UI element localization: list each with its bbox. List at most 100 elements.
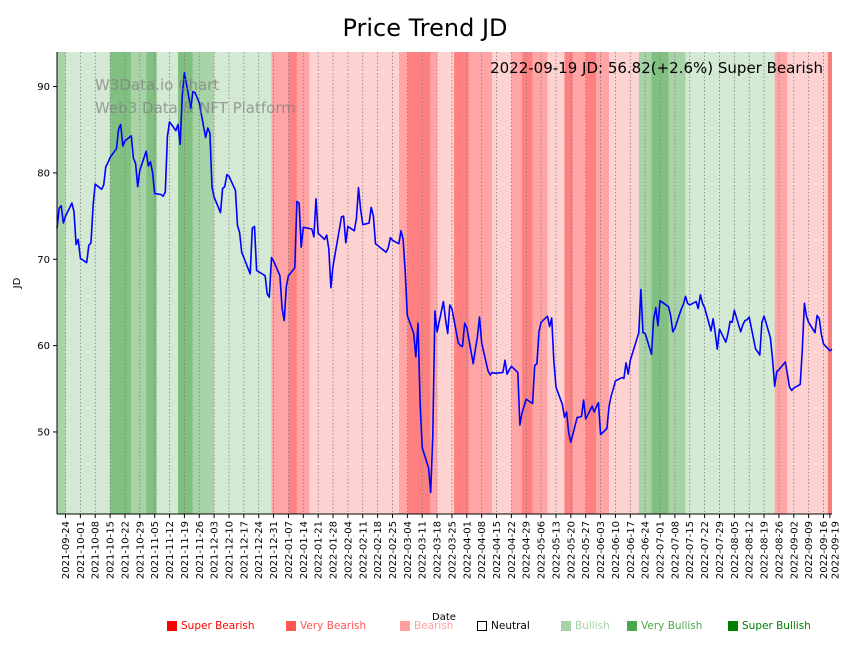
x-tick-label: 2022-04-08 — [477, 521, 488, 579]
vertical-gridlines — [65, 52, 831, 514]
legend-item-super-bullish: Super Bullish — [728, 620, 811, 632]
legend-label: Bullish — [575, 620, 610, 632]
sentiment-band — [192, 52, 215, 514]
x-tick-label: 2022-06-10 — [611, 521, 622, 579]
legend-swatch — [286, 621, 296, 631]
x-tick-label: 2021-10-29 — [135, 521, 146, 579]
y-tick-label: 80 — [37, 168, 50, 179]
latest-price-annotation: 2022-09-19 JD: 56.82(+2.6%) Super Bearis… — [490, 59, 823, 77]
sentiment-band — [430, 52, 438, 514]
x-tick-label: 2022-01-28 — [329, 521, 340, 579]
x-tick-label: 2021-11-05 — [150, 521, 161, 579]
x-tick-label: 2022-08-12 — [745, 521, 756, 579]
y-tick-label: 90 — [37, 82, 50, 93]
sentiment-band — [437, 52, 455, 514]
x-tick-label: 2022-05-06 — [537, 521, 548, 579]
x-tick-label: 2022-07-08 — [670, 521, 681, 579]
sentiment-band — [585, 52, 597, 514]
legend-item-bearish: Bearish — [400, 620, 453, 632]
x-tick-label: 2022-09-19 — [831, 521, 842, 579]
x-tick-label: 2022-07-15 — [685, 521, 696, 579]
legend-swatch — [728, 621, 738, 631]
x-tick-label: 2021-12-31 — [269, 521, 280, 579]
y-axis-ticks: 50 60 70 80 90 — [37, 82, 57, 438]
watermark: W3Data.io Chart Web3 Data & NFT Platform — [95, 76, 296, 117]
axes — [56, 52, 832, 515]
x-axis-ticks: 2021-09-24 2021-10-01 2021-10-08 2021-10-15… — [61, 514, 842, 579]
legend-label: Neutral — [491, 620, 530, 632]
legend-label: Super Bullish — [742, 620, 811, 632]
sentiment-band — [685, 52, 775, 514]
x-tick-label: 2021-10-01 — [76, 521, 87, 579]
sentiment-band — [492, 52, 512, 514]
sentiment-band — [156, 52, 179, 514]
x-tick-label: 2021-12-03 — [210, 521, 221, 579]
sentiment-band — [146, 52, 157, 514]
x-tick-label: 2022-05-27 — [581, 521, 592, 579]
sentiment-band — [532, 52, 548, 514]
x-tick-label: 2022-04-22 — [507, 521, 518, 579]
x-tick-label: 2022-08-05 — [730, 521, 741, 579]
x-tick-label: 2022-04-01 — [462, 521, 473, 579]
sentiment-band — [57, 52, 66, 514]
sentiment-band — [214, 52, 272, 514]
sentiment-band — [511, 52, 522, 514]
x-tick-label: 2022-08-26 — [774, 521, 785, 579]
x-tick-label: 2022-02-11 — [358, 521, 369, 579]
x-tick-label: 2022-08-19 — [760, 521, 771, 579]
legend-swatch — [561, 621, 571, 631]
sentiment-band — [774, 52, 788, 514]
sentiment-bands — [57, 52, 832, 514]
legend-item-neutral: Neutral — [477, 620, 530, 632]
x-tick-label: 2022-02-18 — [373, 521, 384, 579]
x-tick-label: 2021-10-22 — [120, 521, 131, 579]
sentiment-band — [65, 52, 111, 514]
x-tick-label: 2022-01-07 — [284, 521, 295, 579]
y-tick-label: 60 — [37, 341, 50, 352]
legend-item-bullish: Bullish — [561, 620, 610, 632]
y-tick-label: 50 — [37, 427, 50, 438]
watermark-line-1: W3Data.io Chart — [95, 76, 219, 94]
x-tick-label: 2022-01-21 — [314, 521, 325, 579]
x-tick-label: 2022-04-15 — [492, 521, 503, 579]
x-tick-label: 2022-06-24 — [641, 521, 652, 579]
x-tick-label: 2021-11-12 — [165, 521, 176, 579]
x-tick-label: 2022-07-01 — [656, 521, 667, 579]
sentiment-band — [609, 52, 639, 514]
legend-label: Bearish — [414, 620, 454, 632]
x-axis-label: Date — [432, 612, 456, 623]
sentiment-band — [398, 52, 408, 514]
watermark-line-2: Web3 Data & NFT Platform — [95, 99, 296, 117]
legend-item-very-bullish: Very Bullish — [627, 620, 702, 632]
sentiment-band — [131, 52, 147, 514]
sentiment-band — [454, 52, 469, 514]
x-tick-label: 2022-03-18 — [433, 521, 444, 579]
x-tick-label: 2022-09-09 — [804, 521, 815, 579]
sentiment-band — [407, 52, 431, 514]
sentiment-band — [564, 52, 573, 514]
x-tick-label: 2022-06-03 — [596, 521, 607, 579]
legend: Super Bearish Very Bearish Bearish Neutr… — [0, 620, 851, 638]
sentiment-band — [468, 52, 493, 514]
y-axis-label: JD — [12, 277, 23, 289]
price-line — [56, 71, 833, 494]
sentiment-band — [572, 52, 586, 514]
legend-label: Super Bearish — [181, 620, 255, 632]
sentiment-band — [651, 52, 661, 514]
x-tick-label: 2022-02-04 — [343, 521, 354, 579]
x-tick-label: 2022-05-13 — [552, 521, 563, 579]
sentiment-band — [288, 52, 297, 514]
legend-label: Very Bullish — [641, 620, 703, 632]
x-tick-label: 2022-04-29 — [522, 521, 533, 579]
x-tick-label: 2022-02-25 — [388, 521, 399, 579]
x-tick-label: 2021-12-10 — [225, 521, 236, 579]
x-tick-label: 2021-11-19 — [180, 521, 191, 579]
sentiment-band — [668, 52, 686, 514]
legend-swatch — [627, 621, 637, 631]
x-tick-label: 2021-12-17 — [239, 521, 250, 579]
legend-swatch — [167, 621, 177, 631]
x-tick-label: 2021-09-24 — [61, 521, 72, 579]
sentiment-band — [110, 52, 132, 514]
x-tick-label: 2022-06-17 — [626, 521, 637, 579]
